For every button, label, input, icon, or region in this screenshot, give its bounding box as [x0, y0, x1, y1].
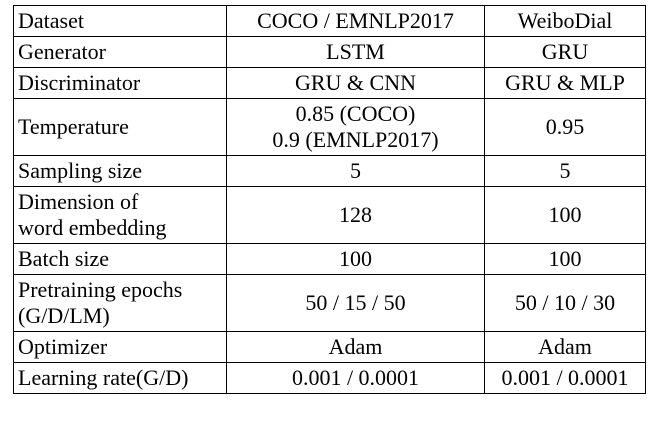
table-row: Optimizer Adam Adam	[13, 331, 646, 363]
row-header-cell: Pretraining epochs (G/D/LM)	[13, 274, 227, 332]
table-row: Learning rate(G/D) 0.001 / 0.0001 0.001 / …	[13, 362, 646, 394]
cell-text: word embedding	[18, 215, 167, 240]
cell-text: 0.9 (EMNLP2017)	[272, 127, 439, 152]
cell-text: 5	[559, 158, 571, 183]
table-cell: 128	[226, 186, 485, 244]
cell-text: 0.001 / 0.0001	[291, 365, 420, 390]
cell-text: 100	[339, 246, 372, 271]
cell-text: LSTM	[326, 39, 385, 64]
row-header-cell: Learning rate(G/D)	[13, 362, 227, 394]
table-row: Dimension of word embedding 128 100	[13, 186, 646, 244]
cell-text: 0.95	[545, 114, 585, 139]
cell-text: WeiboDial	[517, 8, 613, 33]
table-cell: 5	[226, 155, 485, 187]
table-cell: WeiboDial	[484, 5, 646, 37]
row-header-cell: Temperature	[13, 98, 227, 156]
cell-text: 128	[339, 202, 372, 227]
cell-text: Batch size	[18, 246, 110, 271]
row-header-cell: Discriminator	[13, 67, 227, 99]
cell-text: GRU & CNN	[294, 70, 416, 95]
cell-text: Discriminator	[18, 70, 141, 95]
table-cell: 0.001 / 0.0001	[226, 362, 485, 394]
row-header-cell: Dataset	[13, 5, 227, 37]
cell-text: Adam	[538, 334, 592, 359]
table-cell: Adam	[226, 331, 485, 363]
table-row: Discriminator GRU & CNN GRU & MLP	[13, 67, 646, 99]
cell-text: 100	[548, 202, 582, 227]
cell-text: 50 / 10 / 30	[514, 290, 616, 315]
table-row: Batch size 100 100	[13, 243, 646, 275]
row-header-cell: Optimizer	[13, 331, 227, 363]
table-row: Sampling size 5 5	[13, 155, 646, 187]
table-row: Temperature 0.85 (COCO) 0.9 (EMNLP2017) 0.9…	[13, 98, 646, 156]
cell-text: Optimizer	[18, 334, 108, 359]
table-cell: LSTM	[226, 36, 485, 68]
cell-text: GRU	[541, 39, 589, 64]
hyperparameter-table: Dataset COCO / EMNLP2017 WeiboDial Generato…	[13, 5, 646, 394]
table-cell: Adam	[484, 331, 646, 363]
table-cell: GRU	[484, 36, 646, 68]
cell-text: Learning rate(G/D)	[18, 365, 189, 390]
row-header-cell: Generator	[13, 36, 227, 68]
row-header-cell: Dimension of word embedding	[13, 186, 227, 244]
cell-text: GRU & MLP	[505, 70, 625, 95]
table-cell: 0.85 (COCO) 0.9 (EMNLP2017)	[226, 98, 485, 156]
row-header-cell: Sampling size	[13, 155, 227, 187]
cell-text: 100	[548, 246, 582, 271]
cell-text: 0.85 (COCO)	[295, 101, 416, 126]
cell-text: Dataset	[18, 8, 84, 33]
table-cell: 100	[484, 186, 646, 244]
table-cell: COCO / EMNLP2017	[226, 5, 485, 37]
cell-text: 50 / 15 / 50	[305, 290, 406, 315]
table-cell: GRU & MLP	[484, 67, 646, 99]
cell-text: Sampling size	[18, 158, 143, 183]
table-cell: 100	[484, 243, 646, 275]
table-row: Dataset COCO / EMNLP2017 WeiboDial	[13, 5, 646, 37]
cell-text: Pretraining epochs	[18, 277, 183, 302]
row-header-cell: Batch size	[13, 243, 227, 275]
cell-text: 5	[350, 158, 361, 183]
table-cell: 0.95	[484, 98, 646, 156]
table-row: Generator LSTM GRU	[13, 36, 646, 68]
table-cell: 100	[226, 243, 485, 275]
cell-text: COCO / EMNLP2017	[257, 8, 454, 33]
cell-text: Generator	[18, 39, 106, 64]
cell-text: 0.001 / 0.0001	[501, 365, 629, 390]
table-cell: 5	[484, 155, 646, 187]
cell-text: Dimension of	[18, 189, 139, 214]
cell-text: Temperature	[18, 114, 129, 139]
table-cell: 0.001 / 0.0001	[484, 362, 646, 394]
cell-text: Adam	[328, 334, 383, 359]
table-cell: 50 / 15 / 50	[226, 274, 485, 332]
cell-text: (G/D/LM)	[18, 303, 110, 328]
table-cell: GRU & CNN	[226, 67, 485, 99]
table-cell: 50 / 10 / 30	[484, 274, 646, 332]
table-row: Pretraining epochs (G/D/LM) 50 / 15 / 50 50…	[13, 274, 646, 332]
